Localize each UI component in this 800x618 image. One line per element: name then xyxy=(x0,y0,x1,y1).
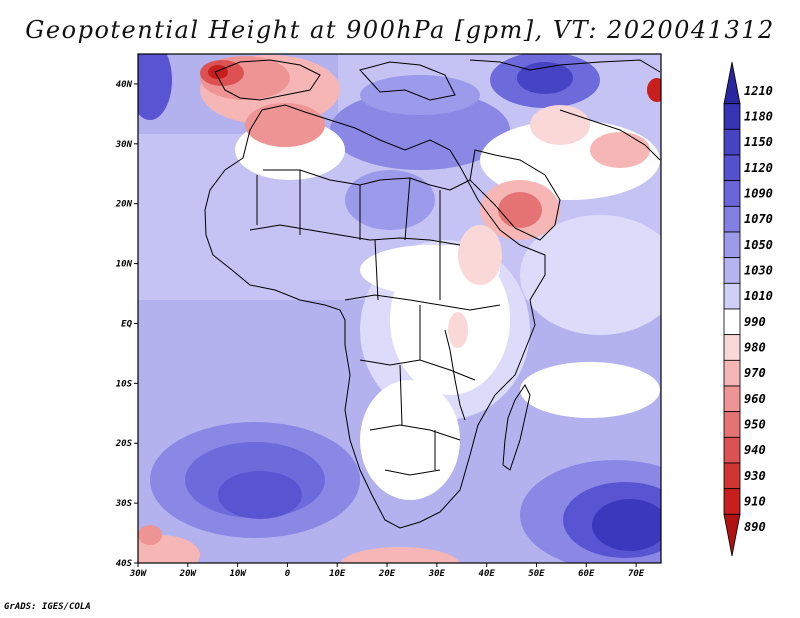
chart-title: Geopotential Height at 900hPa [gpm], VT:… xyxy=(25,16,775,44)
colorbar-swatch xyxy=(723,513,741,557)
lat-tick-label: 10S xyxy=(116,379,133,389)
colorbar-label: 980 xyxy=(744,341,766,355)
colorbar-label: 940 xyxy=(744,443,766,457)
lat-tick-label: 30N xyxy=(115,140,133,150)
colorbar-swatch xyxy=(723,231,741,259)
colorbar-swatch xyxy=(723,488,741,515)
colorbar-swatch xyxy=(723,154,741,182)
colorbar-swatch xyxy=(723,103,741,130)
colorbar-swatch xyxy=(723,128,741,156)
colorbar-label: 1120 xyxy=(744,161,773,175)
latitude-axis: 40N 30N 20N 10N EQ 10S 20S 30S 40S xyxy=(115,80,138,569)
coastlines xyxy=(204,59,661,529)
map-frame xyxy=(137,53,662,564)
colorbar-swatch xyxy=(723,359,741,387)
colorbar: 1210 1180 1150 1120 1090 1070 1050 1030 1010 990 9… xyxy=(723,61,773,557)
lat-tick-label: 10N xyxy=(116,260,133,270)
longitude-axis: 30W 20W 10W 0 10E 20E 30E 40E 50E 60E 70E xyxy=(129,563,645,579)
lat-tick-label: 40N xyxy=(116,80,133,90)
lon-tick-label: 0 xyxy=(285,569,291,579)
colorbar-swatch xyxy=(723,180,741,207)
colorbar-label: 970 xyxy=(744,366,766,380)
colorbar-swatch xyxy=(723,61,741,105)
colorbar-label: 910 xyxy=(744,495,766,509)
colorbar-swatch xyxy=(723,308,741,336)
colorbar-label: 1030 xyxy=(744,264,773,278)
colorbar-swatch xyxy=(723,462,741,490)
lat-tick-label: 20N xyxy=(115,200,133,210)
lat-tick-label: 20S xyxy=(115,439,133,449)
lon-tick-label: 50E xyxy=(528,569,545,579)
colorbar-label: 1090 xyxy=(744,187,773,201)
colorbar-label: 1180 xyxy=(744,110,773,124)
lon-tick-label: 40E xyxy=(479,569,496,579)
colorbar-swatch xyxy=(723,334,741,361)
colorbar-swatch xyxy=(723,282,741,310)
colorbar-swatch xyxy=(723,411,741,438)
colorbar-label: 1150 xyxy=(744,135,773,149)
colorbar-swatch xyxy=(723,205,741,233)
colorbar-label: 960 xyxy=(744,392,766,406)
lon-tick-label: 20W xyxy=(179,569,198,579)
colorbar-label: 1010 xyxy=(744,289,773,303)
colorbar-label: 950 xyxy=(744,418,766,432)
colorbar-label: 1050 xyxy=(744,238,773,252)
lon-tick-label: 10W xyxy=(229,569,247,579)
colorbar-swatch xyxy=(723,436,741,464)
colorbar-label: 990 xyxy=(744,315,766,329)
lon-tick-label: 30W xyxy=(129,569,148,579)
lat-tick-label: EQ xyxy=(121,319,132,329)
lon-tick-label: 10E xyxy=(329,569,346,579)
colorbar-label: 890 xyxy=(744,520,766,534)
lat-tick-label: 30S xyxy=(115,499,133,509)
colorbar-label: 1070 xyxy=(744,212,773,226)
lon-tick-label: 60E xyxy=(578,569,595,579)
lon-tick-label: 20E xyxy=(378,569,396,579)
colorbar-label: 930 xyxy=(744,469,766,483)
lon-tick-label: 30E xyxy=(428,569,446,579)
height-field xyxy=(138,54,661,563)
lon-tick-label: 70E xyxy=(628,569,645,579)
colorbar-swatch xyxy=(723,257,741,284)
colorbar-swatch xyxy=(723,385,741,413)
lat-tick-label: 40S xyxy=(116,559,133,569)
grads-credit: GrADS: IGES/COLA xyxy=(4,602,91,612)
colorbar-label: 1210 xyxy=(744,84,773,98)
